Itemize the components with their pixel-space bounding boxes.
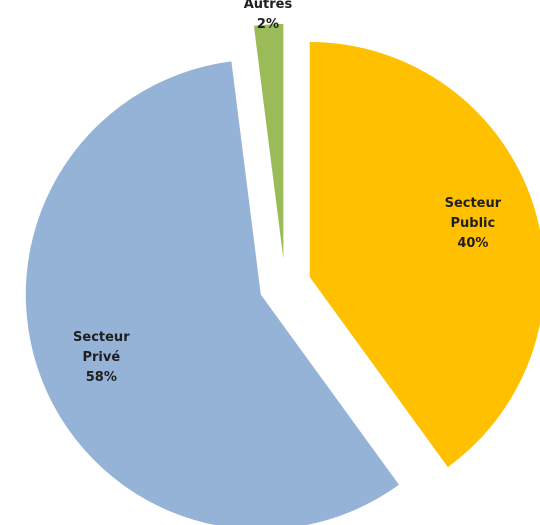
pie-slice	[309, 41, 540, 468]
pie-slice	[25, 61, 399, 525]
category-label: Secteur Privé	[73, 329, 130, 365]
value-label: 40%	[457, 235, 489, 251]
slice-label: Secteur Public 40%	[433, 194, 513, 254]
slice-label: Autres 2%	[228, 0, 308, 35]
value-label: 58%	[85, 369, 117, 385]
category-label: Secteur Public	[444, 195, 502, 231]
value-label: 2%	[256, 16, 279, 32]
slice-label: Secteur Privé 58%	[61, 328, 141, 388]
category-label: Autres	[243, 0, 293, 12]
pie-slice	[253, 24, 284, 260]
